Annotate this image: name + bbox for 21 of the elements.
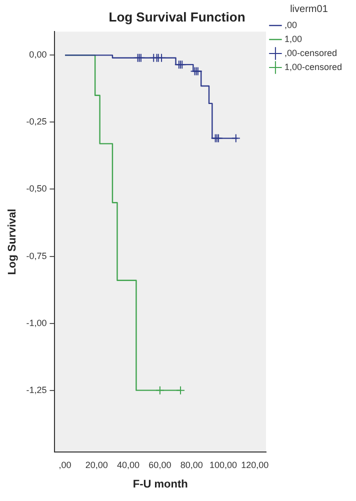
chart-title: Log Survival Function [108,9,246,24]
legend-label: ,00-censored [284,48,338,58]
legend-label: ,00 [284,20,297,30]
x-tick-label: 80,00 [180,460,203,470]
legend-title: liverm01 [290,4,328,15]
y-tick-label: -0,50 [26,184,47,194]
legend-label: 1,00 [284,34,302,44]
x-tick-label: ,00 [58,460,72,470]
y-axis-title: Log Survival [6,208,19,275]
y-tick-label: -1,00 [26,318,47,328]
y-tick-label: -1,25 [26,384,47,395]
x-tick-label: 100,00 [209,460,238,470]
legend-label: 1,00-censored [284,62,342,72]
x-tick-label: 20,00 [85,460,108,470]
x-tick-label: 120,00 [241,460,269,470]
y-tick-label: -0,75 [26,250,47,261]
x-tick-label: 40,00 [117,460,140,470]
y-tick-label: -0,25 [26,116,47,127]
x-tick-label: 60,00 [148,460,172,470]
x-axis-title: F-U month [132,478,188,490]
y-tick-label: 0,00 [29,50,47,60]
